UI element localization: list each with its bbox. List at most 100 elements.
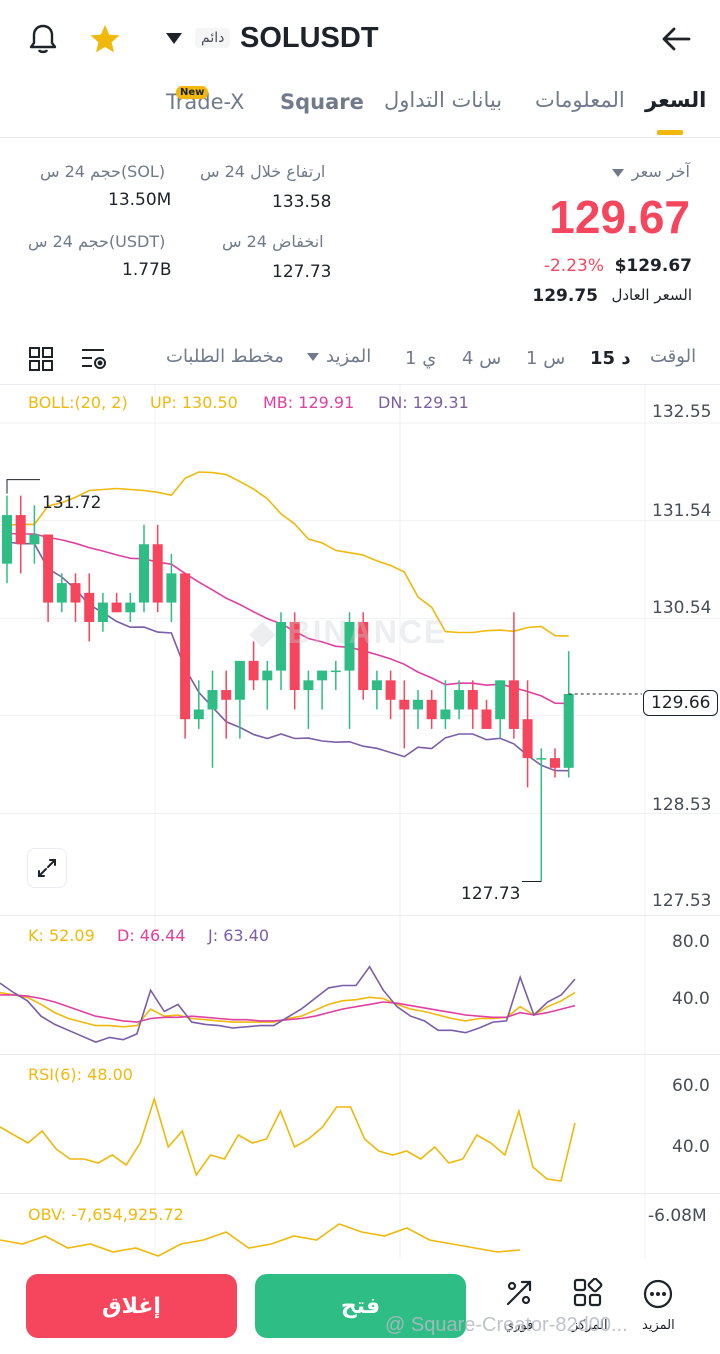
candle-body (467, 690, 478, 710)
obv-divider (0, 1193, 720, 1194)
vol-sol-label: حجم 24 س(SOL) (40, 162, 166, 181)
kdj-panel: K: 52.09 D: 46.44 J: 63.40 80.0 40.0 (0, 916, 720, 1116)
candle-body (481, 709, 492, 729)
current-price-tag: 129.66 (643, 690, 719, 716)
tabs-divider (0, 137, 720, 138)
back-arrow-icon[interactable] (660, 24, 692, 54)
candle-body (330, 670, 341, 673)
low-marker-label: 127.73 (461, 884, 521, 904)
tab-trading-data[interactable]: بيانات التداول (384, 88, 503, 112)
caret-down-icon[interactable] (612, 169, 624, 178)
bell-icon[interactable] (26, 22, 60, 56)
candle-body (454, 690, 465, 710)
fair-price-label: السعر العادل (611, 286, 692, 304)
rsi-divider (0, 1054, 720, 1055)
star-icon[interactable] (88, 22, 122, 56)
candle-body (317, 670, 328, 681)
boll-mb-line (6, 532, 569, 705)
candle-body (358, 622, 369, 691)
y-tick: 60.0 (672, 1076, 710, 1096)
series-line-j (0, 965, 576, 1043)
interval-1d[interactable]: 1 ي (405, 348, 437, 369)
creator-watermark: @ Square-Creator-82d00... (385, 1314, 628, 1336)
series-line-rsi6 (0, 1096, 576, 1182)
candle-body (70, 583, 81, 603)
y-tick: 80.0 (672, 932, 710, 952)
last-price: 129.67 (549, 191, 690, 243)
depth-chart-tab[interactable]: مخطط الطلبات (166, 346, 284, 367)
candlestick-chart[interactable]: BOLL:(20, 2) UP: 130.50 MB: 129.91 DN: 1… (0, 385, 720, 915)
high-marker-line (6, 479, 40, 494)
rsi-label: RSI(6): 48.00 (28, 1065, 133, 1084)
fair-price: 129.75 (532, 286, 598, 306)
boll-up: UP: 130.50 (150, 393, 238, 412)
bottom-action-bar: إغلاق فتح فوري المركز المزيد @ Square-Cr… (0, 1258, 720, 1354)
candle-body (344, 622, 355, 671)
candle-body (522, 719, 533, 759)
layout-grid-icon[interactable] (28, 346, 54, 372)
candle-body (426, 699, 437, 720)
tab-price[interactable]: السعر (645, 88, 707, 112)
usd-price: $129.67 (614, 256, 692, 276)
boll-dn: DN: 129.31 (378, 393, 469, 412)
last-price-label[interactable]: آخر سعر (631, 162, 690, 181)
y-tick: 132.55 (652, 402, 712, 422)
candle-body (413, 699, 423, 710)
boll-dn-line (6, 541, 569, 772)
grid-icon (573, 1278, 603, 1308)
candle-body (15, 515, 26, 545)
expand-icon[interactable] (27, 848, 67, 888)
high-24h-value: 133.58 (272, 192, 332, 212)
nav-position[interactable]: المركز (564, 1276, 614, 1346)
high-marker-label: 131.72 (42, 493, 102, 513)
new-badge: New (176, 86, 209, 99)
interval-bar: مخطط الطلبات المزيد 1 ي 4 س 1 س 15 د الو… (0, 334, 720, 382)
series-line-d (0, 994, 576, 1023)
spot-icon (504, 1278, 534, 1308)
candle-body (303, 680, 314, 691)
nav-label: فوري (504, 1318, 534, 1333)
rsi-panel: RSI(6): 48.00 60.0 40.0 (0, 1055, 720, 1255)
candle-body (495, 680, 506, 720)
candle-body (180, 573, 191, 720)
kdj-k: K: 52.09 (28, 926, 95, 945)
tab-square[interactable]: Square (280, 90, 364, 114)
obv-svg (0, 1194, 646, 1354)
candle-body (43, 534, 54, 603)
y-tick: 127.53 (652, 891, 712, 911)
more-intervals[interactable]: المزيد (326, 346, 372, 367)
candle-body (536, 758, 547, 760)
boll-mb: MB: 129.91 (263, 393, 355, 412)
candle-body (508, 680, 519, 729)
candle-body (385, 680, 396, 700)
time-label: الوقت (650, 346, 697, 367)
caret-down-icon[interactable] (307, 353, 319, 362)
candle-body (399, 699, 410, 710)
candle-body (29, 534, 40, 545)
candle-body (550, 758, 560, 768)
candle-body (563, 693, 574, 768)
interval-divider (0, 384, 720, 385)
candle-body (207, 690, 218, 710)
nav-more[interactable]: المزيد (634, 1276, 684, 1346)
open-position-button[interactable]: فتح (255, 1274, 466, 1338)
pair-title[interactable]: SOLUSDT (240, 22, 379, 54)
nav-spot[interactable]: فوري (494, 1276, 544, 1346)
candle-body (234, 660, 245, 700)
obv-panel: OBV: -7,654,925.72 -6.08M (0, 1194, 720, 1354)
chart-settings-icon[interactable] (80, 346, 108, 372)
candle-body (97, 602, 108, 623)
close-position-button[interactable]: إغلاق (26, 1274, 237, 1338)
boll-up-line (6, 471, 569, 637)
kdj-d: D: 46.44 (117, 926, 186, 945)
y-tick: -6.08M (648, 1206, 707, 1226)
series-line-obv (0, 1223, 521, 1257)
interval-15m[interactable]: 15 د (590, 348, 631, 369)
boll-params: BOLL:(20, 2) (28, 393, 128, 412)
caret-down-icon[interactable] (165, 32, 183, 46)
kdj-svg (0, 916, 646, 1116)
tab-info[interactable]: المعلومات (535, 88, 625, 112)
vol-usdt-label: حجم 24 س(USDT) (28, 232, 166, 251)
interval-4h[interactable]: 4 س (462, 348, 502, 369)
interval-1h[interactable]: 1 س (526, 348, 566, 369)
